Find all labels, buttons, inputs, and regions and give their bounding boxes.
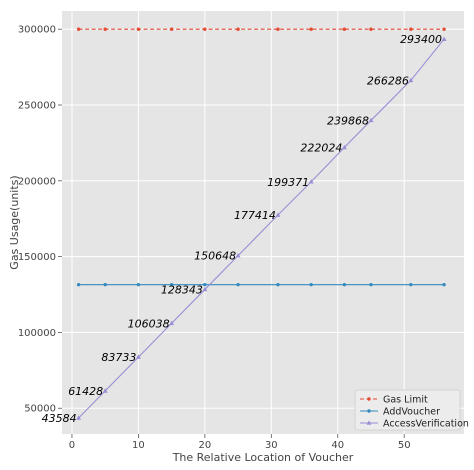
x-tick-label: 20 bbox=[198, 440, 211, 451]
data-label: 43584 bbox=[42, 412, 77, 425]
y-tick-label: 100000 bbox=[18, 328, 56, 339]
data-point-gas-limit bbox=[276, 27, 280, 31]
data-point-accessverification bbox=[368, 117, 374, 123]
y-axis-ticks: 50000 100000 150000 200000 250000 300000 bbox=[18, 25, 62, 415]
data-point-gas-limit bbox=[169, 27, 174, 31]
legend-marker-addvoucher bbox=[367, 409, 371, 413]
data-point-gas-limit bbox=[136, 27, 141, 31]
data-label: 222024 bbox=[300, 141, 342, 154]
data-label: 266286 bbox=[367, 74, 409, 87]
data-point-accessverification bbox=[136, 354, 141, 359]
y-axis-label: Gas Usage(units) bbox=[8, 175, 21, 269]
x-axis-ticks: 0 10 20 30 40 50 bbox=[69, 434, 411, 451]
x-tick-label: 0 bbox=[69, 440, 75, 451]
data-point-addvoucher bbox=[76, 282, 81, 287]
x-axis-label: The Relative Location of Voucher bbox=[172, 451, 354, 464]
y-tick-label: 50000 bbox=[24, 404, 56, 415]
series-line-accessverification bbox=[78, 38, 445, 419]
data-point-accessverification bbox=[76, 415, 82, 420]
data-label: 83733 bbox=[101, 351, 136, 364]
data-label: 61428 bbox=[68, 385, 103, 398]
data-point-gas-limit bbox=[203, 27, 207, 31]
legend-box bbox=[354, 389, 461, 431]
x-tick-label: 30 bbox=[265, 440, 278, 451]
data-point-accessverification bbox=[169, 320, 175, 326]
grid bbox=[62, 11, 464, 434]
data-point-addvoucher bbox=[276, 282, 280, 287]
data-label: 150648 bbox=[194, 250, 236, 263]
y-tick-label: 200000 bbox=[18, 176, 56, 187]
data-label: 177414 bbox=[234, 209, 276, 222]
y-tick-label: 250000 bbox=[18, 101, 56, 112]
data-point-gas-limit bbox=[342, 27, 347, 31]
data-point-addvoucher bbox=[442, 282, 446, 287]
data-point-addvoucher bbox=[236, 282, 240, 287]
data-point-gas-limit bbox=[409, 27, 413, 31]
x-tick-label: 50 bbox=[398, 440, 411, 451]
data-point-accessverification bbox=[441, 36, 447, 41]
data-point-gas-limit bbox=[442, 27, 446, 31]
data-point-addvoucher bbox=[136, 282, 141, 287]
data-point-addvoucher bbox=[369, 282, 373, 287]
data-point-addvoucher bbox=[409, 282, 413, 287]
data-label: 106038 bbox=[128, 317, 170, 330]
data-point-gas-limit bbox=[369, 27, 373, 31]
x-tick-label: 10 bbox=[132, 440, 145, 451]
annotation-layer: 43584 61428 83733 106038 128343 150648 177414 1… bbox=[42, 33, 442, 425]
data-point-gas-limit bbox=[103, 27, 107, 31]
y-tick-label: 150000 bbox=[18, 252, 56, 263]
data-point-accessverification bbox=[408, 77, 414, 83]
series-layer bbox=[76, 27, 447, 420]
data-point-accessverification bbox=[102, 388, 108, 393]
data-point-addvoucher bbox=[342, 282, 347, 287]
data-point-addvoucher bbox=[103, 282, 107, 287]
data-label: 239868 bbox=[327, 114, 369, 127]
series-gas-limit bbox=[76, 27, 446, 31]
data-point-addvoucher bbox=[309, 282, 313, 287]
y-tick-label: 300000 bbox=[18, 25, 56, 36]
data-point-accessverification bbox=[235, 253, 241, 258]
series-accessverification bbox=[76, 36, 447, 420]
x-tick-label: 40 bbox=[331, 440, 344, 451]
data-label: 293400 bbox=[400, 33, 442, 46]
legend-label-gas-limit: Gas Limit bbox=[383, 394, 428, 405]
data-point-addvoucher bbox=[169, 282, 174, 287]
plot-background bbox=[62, 11, 464, 434]
data-point-accessverification bbox=[202, 286, 208, 292]
data-label: 199371 bbox=[267, 176, 309, 189]
data-point-gas-limit bbox=[309, 27, 313, 31]
series-addvoucher bbox=[76, 282, 446, 287]
data-point-accessverification bbox=[275, 212, 281, 217]
legend-label-addvoucher: AddVoucher bbox=[383, 406, 440, 417]
data-label: 128343 bbox=[161, 283, 203, 296]
data-point-addvoucher bbox=[203, 282, 207, 287]
data-point-gas-limit bbox=[236, 27, 240, 31]
legend-marker-gas-limit bbox=[367, 397, 371, 401]
data-point-accessverification bbox=[341, 144, 347, 150]
legend-marker-accessverification bbox=[366, 420, 372, 425]
legend-label-accessverification: AccessVerification bbox=[383, 418, 469, 429]
data-point-accessverification bbox=[308, 179, 314, 184]
data-point-gas-limit bbox=[76, 27, 81, 31]
